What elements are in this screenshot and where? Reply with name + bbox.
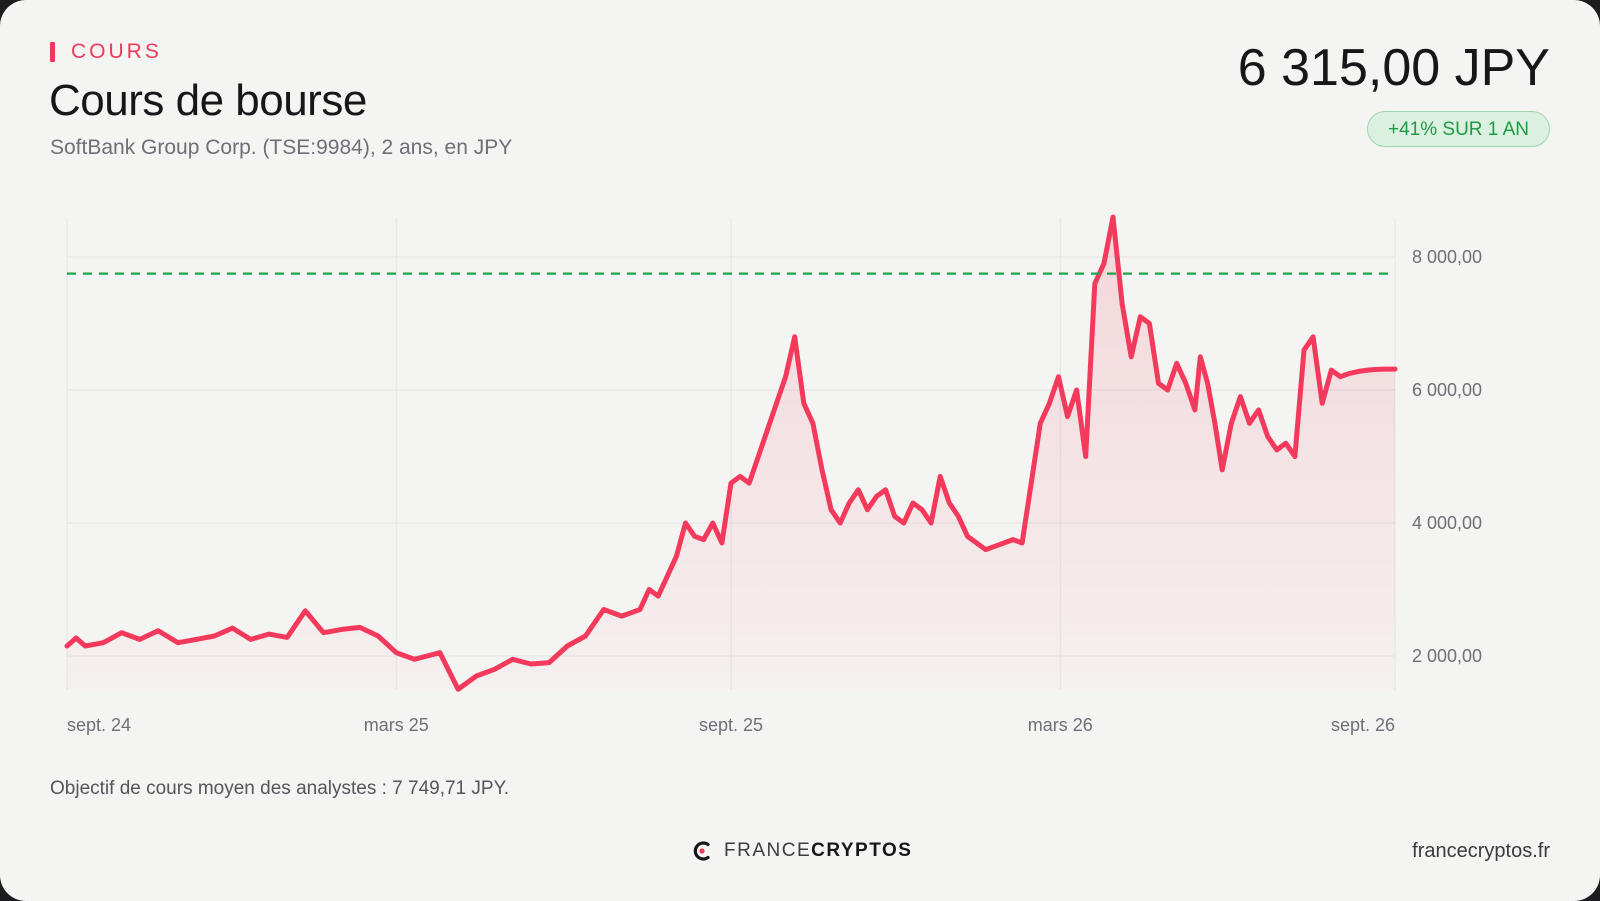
kicker-accent-bar (50, 42, 55, 62)
kicker-label: COURS (71, 40, 162, 63)
brand-name-light: FRANCE (724, 840, 812, 861)
price-chart: sept. 24 mars 25 sept. 25 mars 26 sept. 26 2 … (64, 214, 1482, 735)
brand-logo: FRANCE CRYPTOS (692, 840, 912, 862)
y-tick-label: 8 000,00 (1412, 247, 1482, 267)
brand-name-bold: CRYPTOS (811, 840, 913, 861)
site-url: francecryptos.fr (1412, 840, 1550, 862)
price-line (64, 214, 1398, 692)
y-tick-label: 4 000,00 (1412, 513, 1482, 533)
chart-title: Cours de bourse (49, 76, 367, 125)
x-tick-label: sept. 25 (699, 715, 763, 735)
y-tick-label: 2 000,00 (1412, 646, 1482, 666)
x-tick-label: mars 25 (364, 715, 429, 735)
price-area (67, 217, 1395, 690)
change-badge: +41% SUR 1 AN (1367, 111, 1550, 147)
x-tick-label: sept. 26 (1331, 715, 1395, 735)
brand-mark-icon (693, 841, 710, 861)
current-price: 6 315,00 JPY (1237, 39, 1550, 97)
section-kicker: COURS (50, 40, 162, 64)
y-tick-label: 6 000,00 (1412, 380, 1482, 400)
x-tick-label: sept. 24 (67, 715, 131, 735)
analyst-target-note: Objectif de cours moyen des analystes : … (50, 778, 510, 799)
chart-subtitle: SoftBank Group Corp. (TSE:9984), 2 ans, … (50, 136, 513, 159)
x-tick-label: mars 26 (1028, 715, 1093, 735)
